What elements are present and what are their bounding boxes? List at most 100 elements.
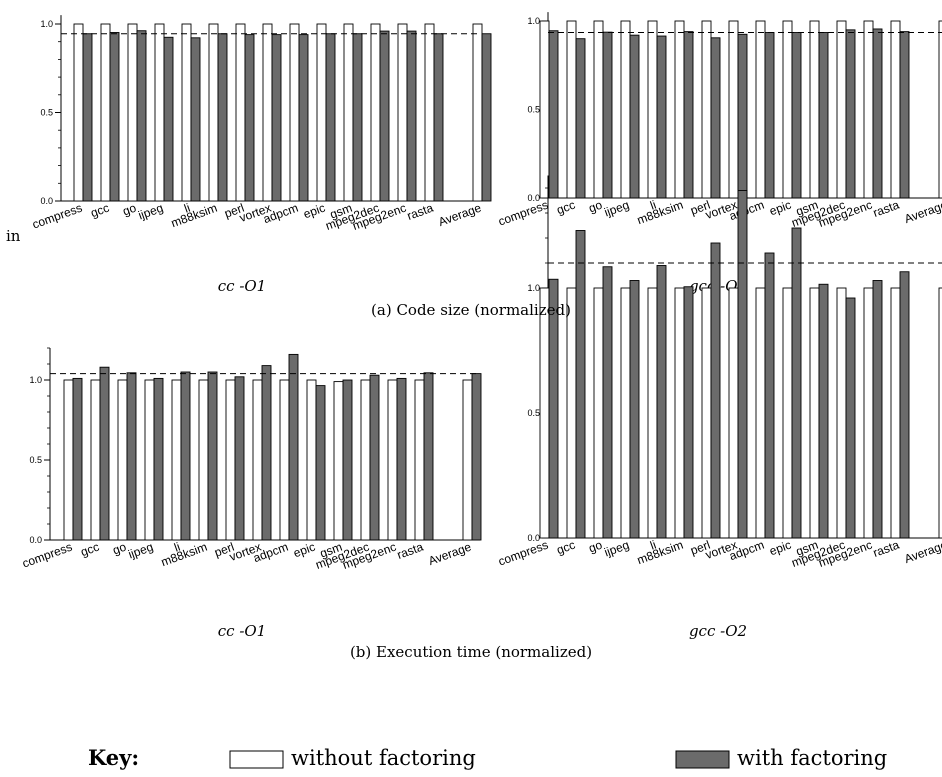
- bar-with-factoring: [683, 286, 694, 539]
- bar-with-factoring: [872, 280, 883, 539]
- x-tick-label: mpeg2enc: [817, 198, 874, 230]
- bar-without-factoring: [387, 379, 398, 541]
- x-tick-label: perl: [688, 538, 712, 558]
- bar-without-factoring: [836, 20, 847, 199]
- bar-without-factoring: [397, 23, 408, 202]
- bar-with-factoring: [369, 374, 380, 541]
- bar-without-factoring: [144, 379, 155, 541]
- bar-without-factoring: [863, 20, 874, 199]
- x-tick-label: go: [587, 538, 605, 556]
- x-tick-label: gcc: [555, 538, 577, 558]
- x-tick-label: Average: [902, 198, 942, 226]
- x-tick-label: go: [121, 201, 139, 219]
- bar-without-factoring: [100, 23, 111, 202]
- caption-code-size: (a) Code size (normalized): [371, 301, 571, 319]
- bar-with-factoring: [433, 33, 444, 202]
- bar-without-factoring: [728, 20, 739, 199]
- bar-with-factoring: [261, 365, 272, 541]
- bar-without-factoring: [462, 379, 473, 541]
- bar-with-factoring: [737, 190, 748, 539]
- bar-without-factoring: [539, 20, 550, 199]
- x-tick-label: Average: [426, 540, 473, 568]
- y-tick-label: 0.0: [29, 535, 42, 545]
- x-tick-label: li: [182, 201, 192, 216]
- bar-with-factoring: [683, 31, 694, 199]
- bar-with-factoring: [190, 37, 201, 202]
- x-tick-label: li: [648, 538, 658, 553]
- y-tick-label: 1.0: [29, 375, 42, 385]
- x-tick-label: ijpeg: [602, 538, 631, 560]
- bar-without-factoring: [566, 20, 577, 199]
- bar-without-factoring: [225, 379, 236, 541]
- bar-without-factoring: [539, 287, 550, 539]
- x-tick-label: rasta: [405, 201, 435, 223]
- bar-with-factoring: [72, 377, 83, 541]
- bar-without-factoring: [472, 23, 483, 202]
- bar-with-factoring: [818, 32, 829, 199]
- legend: Key: without factoring with factoring: [88, 745, 887, 770]
- bar-with-factoring: [82, 33, 93, 202]
- x-tick-label: epic: [302, 201, 327, 222]
- bar-with-factoring: [899, 271, 910, 539]
- bar-with-factoring: [845, 29, 856, 199]
- bar-without-factoring: [836, 287, 847, 539]
- x-tick-label: go: [111, 540, 129, 558]
- bar-without-factoring: [782, 287, 793, 539]
- bar-without-factoring: [647, 287, 658, 539]
- bar-without-factoring: [620, 20, 631, 199]
- x-tick-label: compress: [496, 198, 550, 229]
- bar-with-factoring: [737, 33, 748, 199]
- y-tick-label: 0.5: [29, 455, 42, 465]
- bar-without-factoring: [863, 287, 874, 539]
- x-tick-label: rasta: [871, 198, 901, 220]
- legend-swatch-with-factoring: [675, 750, 730, 769]
- bar-without-factoring: [73, 23, 84, 202]
- bar-with-factoring: [396, 377, 407, 541]
- bar-with-factoring: [764, 252, 775, 539]
- chart-subtitle: gcc -O2: [689, 622, 747, 640]
- bar-with-factoring: [764, 32, 775, 199]
- y-tick-label: 1.0: [527, 16, 540, 26]
- y-tick-label: 1.0: [40, 19, 53, 29]
- bar-without-factoring: [414, 379, 425, 541]
- bar-without-factoring: [566, 287, 577, 539]
- bar-without-factoring: [360, 379, 371, 541]
- bar-with-factoring: [153, 377, 164, 541]
- x-tick-label: m88ksim: [635, 538, 685, 568]
- bar-with-factoring: [217, 33, 228, 202]
- bar-with-factoring: [602, 31, 613, 199]
- bar-with-factoring: [899, 31, 910, 199]
- bar-without-factoring: [593, 287, 604, 539]
- bar-without-factoring: [647, 20, 658, 199]
- bar-with-factoring: [163, 36, 174, 202]
- y-tick-label: 0.5: [527, 408, 540, 418]
- bar-without-factoring: [620, 287, 631, 539]
- y-tick-label: 0.5: [527, 105, 540, 115]
- bar-without-factoring: [728, 287, 739, 539]
- bar-without-factoring: [316, 23, 327, 202]
- bar-without-factoring: [181, 23, 192, 202]
- caption-execution-time: (b) Execution time (normalized): [350, 643, 592, 661]
- bar-without-factoring: [755, 287, 766, 539]
- x-tick-label: Average: [436, 201, 483, 229]
- bar-without-factoring: [235, 23, 246, 202]
- x-tick-label: compress: [20, 540, 74, 571]
- bar-with-factoring: [136, 30, 147, 202]
- bar-with-factoring: [406, 30, 417, 202]
- y-tick-label: 0.0: [40, 196, 53, 206]
- bar-with-factoring: [629, 280, 640, 539]
- bar-without-factoring: [90, 379, 101, 541]
- bar-without-factoring: [593, 20, 604, 199]
- bar-without-factoring: [306, 379, 317, 541]
- x-tick-label: epic: [768, 538, 793, 559]
- bar-with-factoring: [602, 266, 613, 539]
- bar-without-factoring: [809, 20, 820, 199]
- bar-without-factoring: [938, 20, 942, 199]
- bar-with-factoring: [845, 297, 856, 539]
- bar-with-factoring: [288, 353, 299, 541]
- x-tick-label: gcc: [555, 198, 577, 218]
